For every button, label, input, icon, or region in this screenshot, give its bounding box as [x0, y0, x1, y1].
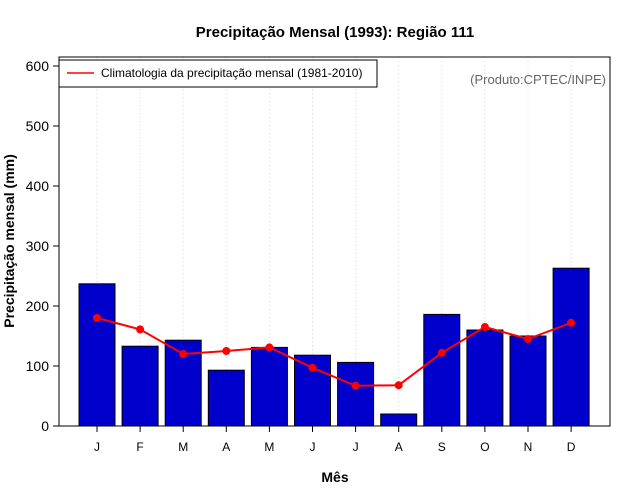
bar	[121, 345, 159, 427]
y-axis: 0 100 200 300 400 500 600	[26, 58, 59, 434]
x-tick-label: A	[395, 440, 403, 454]
y-tick-label: 100	[26, 358, 50, 374]
bar	[423, 313, 461, 427]
bar	[78, 283, 116, 427]
climatology-point	[480, 323, 489, 331]
x-tick-label: M	[178, 440, 188, 454]
legend-entry: Climatologia da precipitação mensal (198…	[101, 66, 362, 80]
x-tick-label: J	[94, 440, 100, 454]
climatology-point	[93, 314, 101, 322]
y-tick-label: 0	[41, 418, 49, 434]
grid	[96, 57, 572, 426]
climatology-point	[136, 325, 145, 334]
y-tick-label: 600	[26, 58, 50, 74]
climatology-point	[265, 343, 274, 352]
bars	[78, 267, 590, 427]
source-credit: (Produto:CPTEC/INPE)	[470, 72, 606, 87]
climatology-point	[179, 350, 188, 358]
x-tick-label: F	[136, 440, 143, 454]
chart-title: Precipitação Mensal (1993): Região 111	[196, 24, 474, 41]
bar	[380, 413, 418, 427]
bar	[207, 369, 245, 427]
climatology-point	[437, 348, 446, 357]
x-tick-label: D	[567, 440, 576, 454]
climatology-series-line	[96, 317, 572, 387]
y-tick-label: 200	[26, 298, 50, 314]
legend-box	[58, 59, 378, 88]
bar	[337, 361, 375, 427]
y-tick-label: 500	[26, 118, 50, 134]
climatology-point	[394, 381, 403, 390]
climatology-point	[567, 318, 576, 327]
bar	[552, 267, 590, 427]
x-tick-label: M	[264, 440, 274, 454]
x-tick-label: O	[480, 440, 489, 454]
legend: Climatologia da precipitação mensal (198…	[58, 59, 378, 88]
bar	[250, 346, 288, 427]
y-tick-label: 300	[26, 238, 50, 254]
x-tick-label: A	[222, 440, 230, 454]
climatology-point	[308, 363, 317, 372]
y-axis-label: Precipitação mensal (mm)	[1, 154, 17, 328]
bar	[466, 329, 504, 427]
climatology-point	[222, 347, 231, 355]
x-tick-label: S	[438, 440, 446, 454]
climatology-point	[351, 381, 360, 390]
x-tick-label: N	[524, 440, 533, 454]
x-axis-label: Mês	[321, 469, 348, 485]
plot-frame	[58, 56, 611, 427]
x-tick-label: J	[310, 440, 316, 454]
y-tick-label: 400	[26, 178, 50, 194]
climatology-point	[524, 335, 532, 343]
bar	[509, 335, 547, 427]
climatology-line	[93, 314, 576, 390]
x-tick-label: J	[353, 440, 359, 454]
